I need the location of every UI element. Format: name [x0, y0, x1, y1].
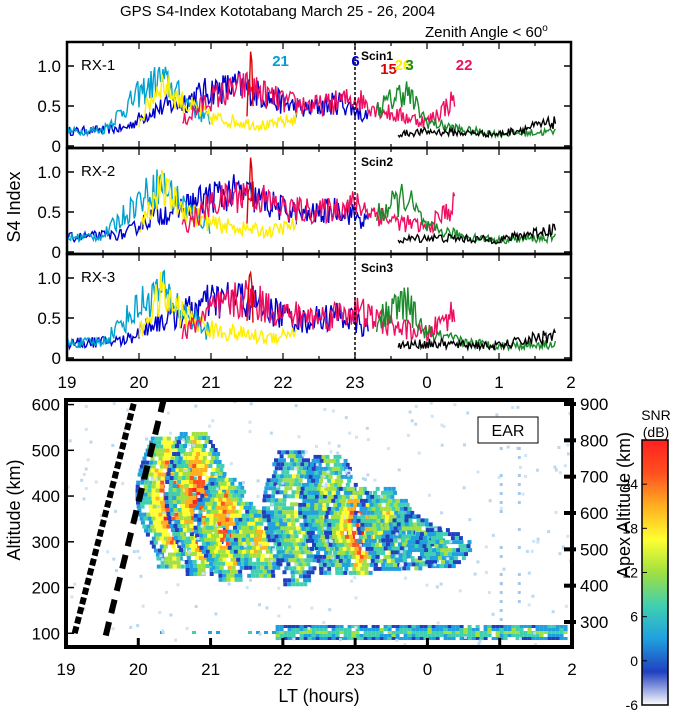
s4-panel-name: RX-1	[81, 57, 115, 74]
s4-y-tick-label: 0	[52, 243, 61, 262]
rti-y-tick-label: 500	[32, 441, 60, 460]
s4-y-tick-label: 0.5	[37, 309, 61, 328]
rti-x-axis-label: LT (hours)	[278, 686, 359, 706]
s4-scin-label: Scin2	[361, 155, 393, 169]
rti-right-tick-label: 900	[580, 395, 608, 414]
s4-series-line	[246, 270, 254, 323]
rti-plot: 1002003004005006003004005006007008009001…	[4, 395, 634, 706]
s4-prn-label: 21	[272, 53, 289, 70]
s4-series-line	[68, 269, 211, 349]
rti-right-axis-label: Apex Altitude (km)	[614, 432, 634, 578]
s4-y-tick-label: 0.5	[37, 97, 61, 116]
rti-frame	[64, 398, 574, 649]
rti-x-tick-label: 20	[129, 660, 148, 679]
s4-y-tick-label: 1.0	[37, 269, 61, 288]
rti-y-tick-label: 200	[32, 579, 60, 598]
rti-x-tick-label: 2	[567, 660, 576, 679]
figure-title: GPS S4-Index Kototabang March 25 - 26, 2…	[120, 3, 435, 20]
s4-series-line	[375, 183, 557, 245]
s4-series-line	[181, 181, 456, 234]
s4-panel-frame	[65, 146, 573, 256]
s4-x-tick-label: 21	[202, 373, 221, 392]
rti-trace-line	[71, 400, 138, 635]
colorbar-tick-label: 18	[622, 520, 638, 536]
s4-y-tick-label: 1.0	[37, 57, 61, 76]
s4-y-tick-label: 0.5	[37, 203, 61, 222]
s4-prn-label: 26	[395, 57, 412, 74]
colorbar-tick-label: 24	[622, 476, 638, 492]
rti-x-tick-label: 23	[346, 660, 365, 679]
s4-y-tick-label: 0	[52, 137, 61, 156]
rti-legend-box	[477, 416, 539, 444]
rti-x-tick-label: 22	[273, 660, 292, 679]
s4-series-line	[397, 327, 557, 352]
s4-x-tick-label: 0	[422, 373, 431, 392]
s4-series-line	[138, 271, 297, 346]
s4-series	[68, 51, 557, 352]
rti-right-tick-label: 600	[580, 504, 608, 523]
s4-prn-label: 15	[380, 61, 397, 78]
s4-series-line	[68, 169, 211, 244]
snr-colorbar: SNR(dB) 24 18 12 6 0 -6	[622, 407, 670, 712]
colorbar-tick-label: 0	[630, 653, 638, 669]
s4-panel-series-group	[68, 51, 557, 139]
s4-x-tick-label: 22	[274, 373, 293, 392]
colorbar-tick-label: 6	[630, 609, 638, 625]
zenith-label: Zenith Angle < 60o	[425, 23, 548, 41]
s4-panels: 0 0.5 1.0 RX-1 0 0.5 1.0 RX-2 0 0.5 1.0 RX-3	[37, 40, 573, 368]
s4-y-tick-label: 1.0	[37, 163, 61, 182]
colorbar-unit: (dB)	[643, 424, 669, 440]
colorbar-title: SNR	[641, 407, 671, 423]
s4-x-axis: 19 20 21 22 23 0 1 2	[58, 373, 576, 392]
s4-series-line	[397, 223, 557, 245]
s4-y-axis-label: S4 Index	[4, 171, 24, 242]
s4-panel-name: RX-2	[81, 163, 115, 180]
s4-y-tick-label: 0	[52, 349, 61, 368]
rti-right-tick-label: 800	[580, 431, 608, 450]
colorbar-tick-label: -6	[626, 697, 639, 712]
s4-panel-series-group	[68, 157, 557, 245]
rti-cells	[66, 400, 572, 647]
s4-series-line	[138, 73, 297, 133]
rti-right-tick-label: 700	[580, 468, 608, 487]
rti-x-tick-label: 21	[201, 660, 220, 679]
s4-series-line	[182, 71, 456, 129]
rti-right-tick-label: 500	[580, 540, 608, 559]
s4-prn-label: 6	[351, 53, 359, 70]
colorbar-tick-label: 12	[622, 565, 638, 581]
rti-x-tick-label: 19	[57, 660, 76, 679]
rti-y-tick-label: 300	[32, 533, 60, 552]
rti-y-tick-label: 100	[32, 624, 60, 643]
rti-legend-label: EAR	[492, 423, 525, 440]
s4-overlay: Scin1 Scin2 Scin3 15 21 6 263 22	[272, 42, 472, 360]
s4-series-line	[375, 81, 556, 139]
rti-trace-line	[102, 400, 167, 637]
s4-prn-label: 22	[456, 57, 473, 74]
rti-y-tick-label: 400	[32, 487, 60, 506]
s4-panel-name: RX-3	[81, 269, 115, 286]
rti-x-tick-label: 1	[495, 660, 504, 679]
s4-prn-label: 3	[405, 57, 413, 74]
s4-panel-series-group	[68, 269, 557, 352]
s4-series-line	[138, 169, 297, 240]
rti-right-tick-label: 400	[580, 577, 608, 596]
s4-series-line	[68, 66, 211, 138]
rti-y-axis-label: Altitude (km)	[4, 459, 24, 560]
s4-scin-label: Scin3	[361, 261, 393, 275]
s4-panel-frame	[65, 40, 573, 150]
rti-right-tick-label: 300	[580, 613, 608, 632]
s4-x-tick-label: 19	[58, 373, 77, 392]
s4-scin-label: Scin1	[361, 49, 393, 63]
s4-x-tick-label: 2	[566, 373, 575, 392]
s4-series-line	[181, 280, 456, 343]
s4-series-line	[246, 51, 254, 117]
s4-series-line	[397, 114, 557, 139]
s4-series-line	[246, 157, 254, 224]
s4-x-tick-label: 1	[494, 373, 503, 392]
rti-x-tick-label: 0	[423, 660, 432, 679]
s4-x-tick-label: 23	[346, 373, 365, 392]
rti-y-tick-label: 600	[32, 396, 60, 415]
s4-x-tick-label: 20	[130, 373, 149, 392]
